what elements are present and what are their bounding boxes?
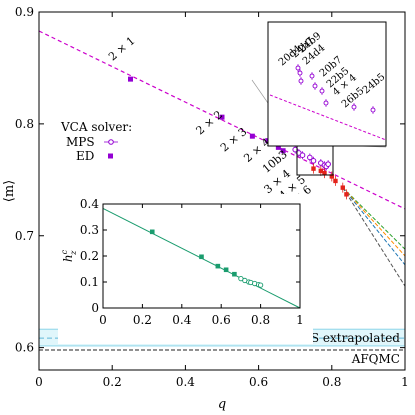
zoom-mps-point bbox=[351, 104, 357, 110]
red-point bbox=[311, 166, 316, 171]
zoom-mps-point bbox=[312, 83, 318, 89]
inset-x-tick-label: 1 bbox=[296, 313, 304, 327]
x-tick-label: 0 bbox=[35, 375, 43, 389]
inset-x-tick-label: 0.4 bbox=[172, 313, 191, 327]
ed-point bbox=[280, 148, 286, 154]
inset-y-tick-label: 0.1 bbox=[80, 275, 99, 289]
zoom-mps-point bbox=[297, 70, 303, 76]
inset-y-axis-label: hcz bbox=[60, 249, 78, 262]
inset-x-tick-label: 0.6 bbox=[212, 313, 231, 327]
zoom-mps-point bbox=[298, 78, 304, 84]
plot-frame bbox=[38, 11, 406, 371]
inset-chart: 0 0.2 0.4 0.6 0.8 1 0 0.1 0.2 0.3 0.4 hcz bbox=[58, 194, 313, 344]
legend-marker bbox=[108, 139, 114, 145]
legend-label: ED bbox=[76, 149, 94, 163]
y-tick-label: 0.9 bbox=[15, 5, 34, 19]
y-tick-label: 0.7 bbox=[15, 229, 34, 243]
zoom-box bbox=[267, 21, 387, 147]
x-tick-label: 0.4 bbox=[176, 375, 195, 389]
legend-label: MPS bbox=[66, 135, 95, 149]
zoom-mps-point bbox=[295, 65, 301, 71]
red-point bbox=[344, 192, 349, 197]
mps-point bbox=[310, 157, 317, 164]
ed-point-label: 2 × 2 bbox=[194, 108, 226, 137]
zoom-mps-point bbox=[309, 73, 315, 79]
x-axis-label: q bbox=[218, 397, 226, 412]
inset-x-tick-label: 0 bbox=[99, 313, 107, 327]
inset-x-tick-label: 0.8 bbox=[251, 313, 270, 327]
x-tick-label: 0.6 bbox=[249, 375, 268, 389]
inset-ed-point bbox=[223, 267, 229, 273]
mps-point bbox=[325, 161, 331, 167]
legend-title: VCA solver: bbox=[60, 120, 132, 134]
red-point bbox=[322, 170, 327, 176]
red-point bbox=[318, 168, 324, 174]
fit-lines bbox=[38, 30, 406, 287]
inset-ed-point bbox=[199, 254, 204, 260]
mps-point bbox=[292, 146, 299, 153]
extrapolation-line bbox=[342, 187, 406, 257]
inset-ed-point bbox=[149, 229, 155, 235]
legend-marker bbox=[108, 153, 113, 159]
inset-x-tick-label: 0.2 bbox=[133, 313, 152, 327]
red-point bbox=[333, 178, 338, 184]
inset-y-tick-label: 0 bbox=[91, 301, 99, 315]
inset-y-tick-label: 0.4 bbox=[80, 197, 99, 211]
zoom-mps-point bbox=[323, 100, 329, 106]
x-tick-label: 1 bbox=[401, 375, 409, 389]
ed-point bbox=[275, 144, 281, 150]
mps-point bbox=[307, 154, 313, 161]
red-point bbox=[329, 174, 334, 179]
y-tick-label: 0.6 bbox=[15, 341, 34, 355]
ed-point bbox=[219, 114, 225, 120]
inset-mps-point bbox=[257, 282, 264, 288]
inset-y-tick-label: 0.3 bbox=[80, 223, 99, 237]
inset-ed-point bbox=[215, 263, 221, 269]
ed-point bbox=[249, 133, 255, 139]
x-tick-label: 0.2 bbox=[103, 375, 122, 389]
x-tick-label: 0.8 bbox=[322, 375, 341, 389]
extrapolation-line bbox=[342, 187, 406, 250]
red-point bbox=[340, 185, 345, 190]
afqmc-label: AFQMC bbox=[351, 352, 400, 366]
ed-point bbox=[128, 76, 133, 82]
inset-ed-point bbox=[232, 271, 237, 277]
extrapolation-line bbox=[342, 187, 406, 287]
y-tick-label: 0.8 bbox=[15, 117, 34, 131]
zoom-fit-line bbox=[269, 94, 387, 141]
zoom-mps-point bbox=[319, 88, 325, 94]
ed-point-label: 2 × 1 bbox=[106, 34, 138, 63]
fit-line bbox=[38, 30, 406, 210]
main-axes: 0 0.2 0.4 0.6 0.8 1 0.6 0.7 0.8 0.9 q ⟨m⟩ bbox=[2, 5, 409, 412]
zoom-mps-point bbox=[370, 107, 376, 113]
extrapolation-line bbox=[342, 187, 406, 266]
ed-point-label: 2 × 3 bbox=[218, 125, 250, 154]
mps-point bbox=[299, 152, 306, 158]
inset-y-tick-label: 0.2 bbox=[80, 249, 99, 263]
inset-background bbox=[58, 194, 313, 344]
y-axis-label: ⟨m⟩ bbox=[2, 180, 17, 202]
